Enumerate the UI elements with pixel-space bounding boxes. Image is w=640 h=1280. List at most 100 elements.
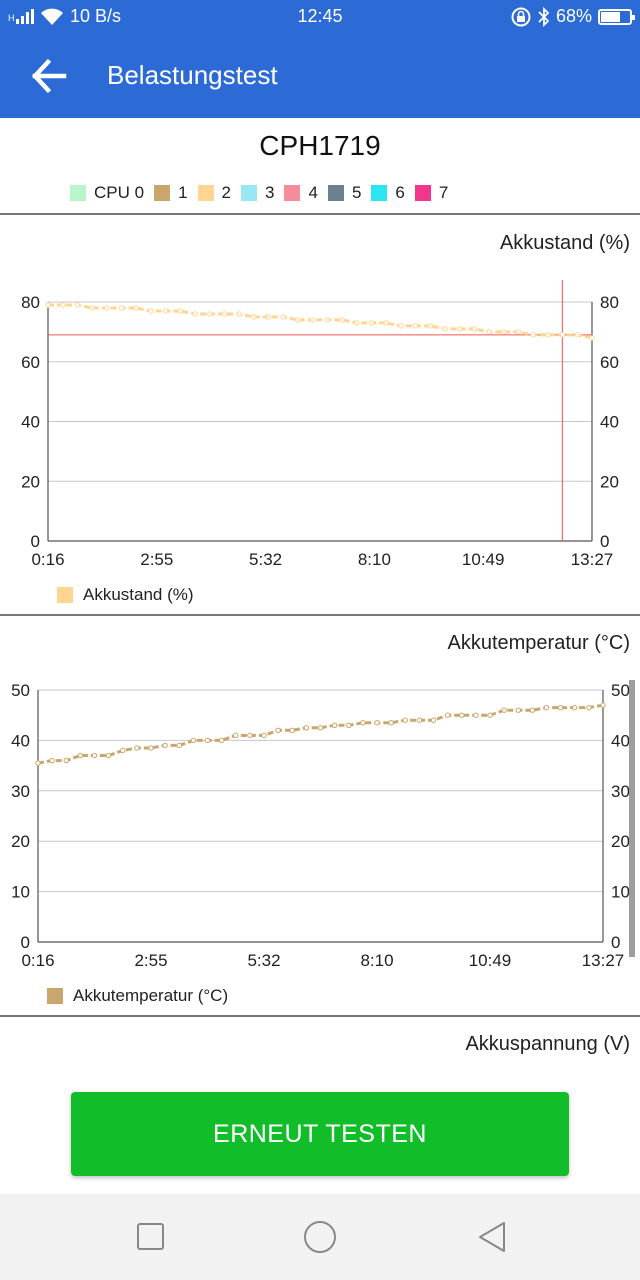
system-back-button[interactable] [475,1219,511,1255]
data-point [586,704,592,711]
circle-icon [304,1221,336,1253]
status-time: 12:45 [297,6,343,26]
app-bar: Belastungstest [0,34,640,118]
cpu-legend-item: 4 [284,183,318,203]
data-point [416,717,423,723]
triangle-back-icon [479,1222,505,1252]
data-point [162,742,168,749]
data-point [289,727,295,734]
x-tick-label: 10:49 [462,550,505,569]
data-point [412,323,419,329]
series-line [37,703,604,765]
data-point [162,308,169,314]
data-point [120,747,126,754]
cpu-legend-swatch [241,185,258,201]
back-button[interactable] [28,56,72,96]
data-point [543,704,550,711]
y-tick-label-left: 40 [11,731,30,750]
data-point [148,308,154,314]
data-point [360,720,366,726]
data-point [444,712,451,718]
y-tick-label-right: 50 [611,681,630,700]
data-point [430,717,437,723]
data-point [303,725,310,731]
x-tick-label: 13:27 [571,550,614,569]
data-point [501,707,507,713]
cpu-legend-item: 6 [371,183,405,203]
home-button[interactable] [302,1219,338,1255]
data-point [295,317,301,323]
battery-voltage-chart-title: Akkuspannung (V) [465,1033,630,1055]
data-point [105,752,112,759]
cpu-legend-item: 5 [327,183,362,203]
data-point [60,302,66,308]
signal-icon: H [8,8,34,24]
y-tick-label-right: 60 [600,353,619,372]
y-tick-label-right: 40 [611,731,630,750]
data-point [89,305,95,311]
square-icon [137,1223,164,1250]
data-point [530,332,536,338]
data-point [74,302,81,308]
data-point [459,712,465,718]
data-point [559,332,566,338]
data-point [572,704,578,711]
data-point [374,720,380,726]
data-point [574,332,580,338]
x-tick-label: 0:16 [21,951,54,970]
data-point [247,732,253,739]
data-point [261,732,267,739]
cpu-legend-label: 5 [351,183,362,202]
data-point [515,329,522,335]
network-speed: 10 B/s [70,6,122,26]
data-point [456,326,463,332]
data-point [354,320,360,326]
y-tick-label-left: 50 [11,681,30,700]
data-point [233,732,239,739]
cpu-legend-swatch [197,185,214,201]
x-tick-label: 8:10 [358,550,391,569]
navigation-bar [0,1194,640,1280]
recents-button[interactable] [133,1219,169,1255]
battery-level-legend-label: Akkustand (%) [83,585,194,604]
x-tick-label: 0:16 [31,550,64,569]
data-point [45,302,51,308]
scroll-indicator [629,680,635,957]
battery-level-fill [601,11,621,22]
cpu-legend-label: 4 [308,183,318,202]
y-tick-label-left: 60 [21,353,40,372]
data-point [486,329,492,335]
cpu-legend-item: 1 [154,183,188,203]
series-line [48,303,593,340]
x-tick-label: 13:27 [582,951,625,970]
data-point [236,311,242,317]
cpu-legend-swatch [154,185,171,201]
data-point [221,311,228,317]
retest-button[interactable]: ERNEUT TESTEN [71,1092,569,1176]
y-tick-label-right: 0 [611,933,620,952]
wifi-icon [41,8,63,25]
data-point [134,745,140,751]
y-tick-label-right: 40 [600,413,619,432]
x-tick-label: 2:55 [134,951,167,970]
y-tick-label-left: 20 [21,472,40,491]
arrow-left-icon [31,58,67,94]
data-point [600,702,606,708]
data-point [368,320,375,326]
data-point [487,712,493,718]
cpu-legend-label: CPU 0 [94,183,145,202]
cpu-legend-label: 1 [178,183,188,202]
data-point [471,326,478,332]
data-point [192,311,198,317]
data-point [515,707,521,713]
cpu-legend-swatch [371,185,388,201]
battery-temperature-legend: Akkutemperatur (°C) [47,986,228,1006]
cpu-legend-swatch [327,185,344,201]
data-point [427,323,433,329]
y-tick-label-left: 20 [11,832,30,851]
data-point [63,757,69,764]
data-point [545,332,551,338]
data-point [265,314,272,320]
x-tick-label: 10:49 [469,951,512,970]
data-point [442,326,448,332]
